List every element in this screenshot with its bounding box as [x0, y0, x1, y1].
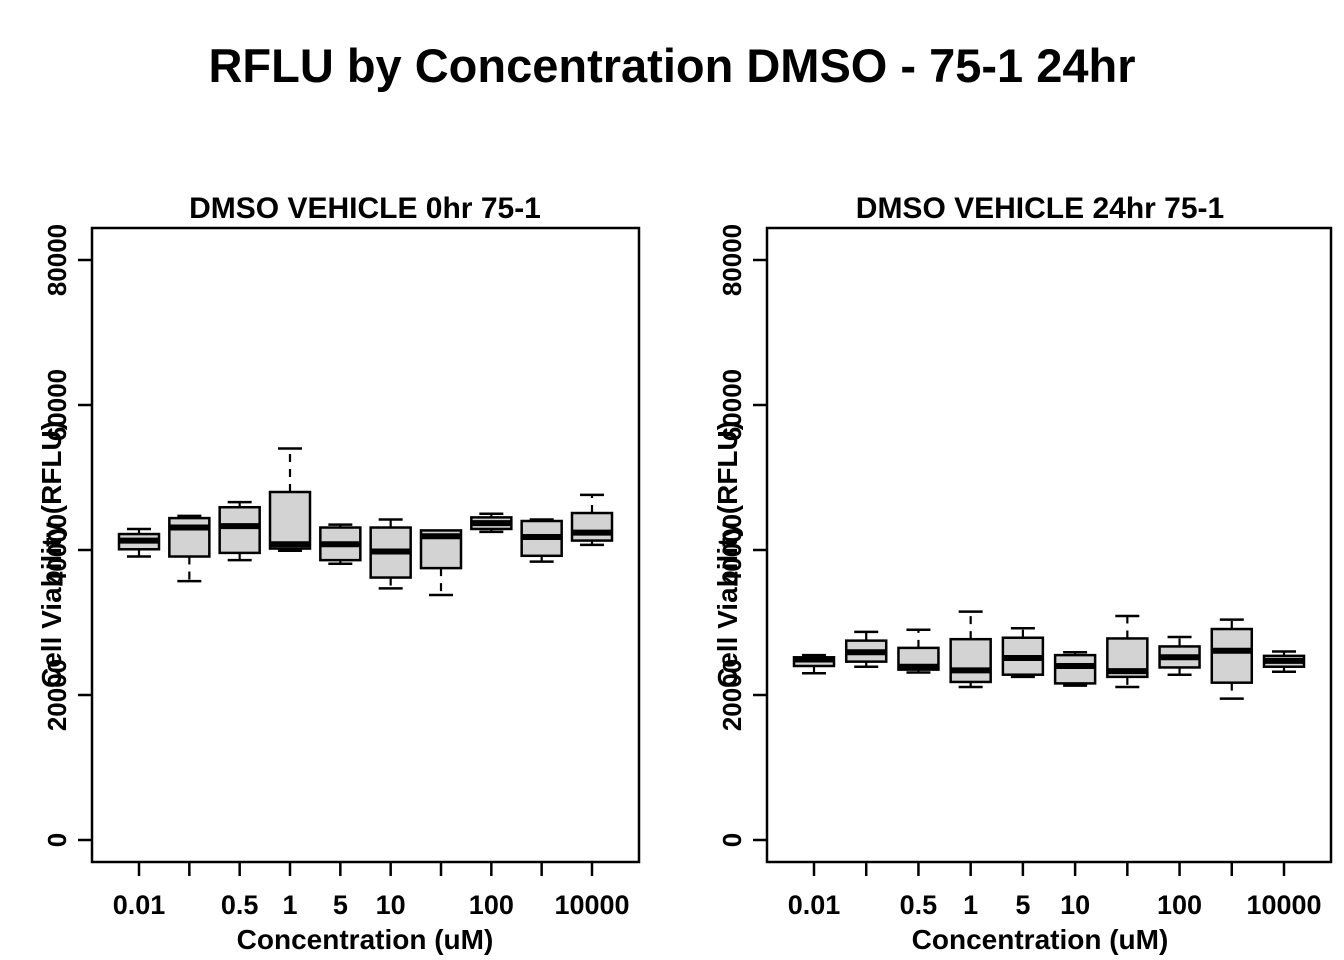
- y-tick-label: 40000: [717, 514, 747, 586]
- y-tick-label: 0: [717, 833, 747, 847]
- y-tick-label: 20000: [42, 659, 72, 731]
- plot-border: [90, 226, 641, 864]
- x-axis-label-24hr: Concentration (uM): [911, 924, 1169, 955]
- x-tick-label: 0.01: [113, 890, 166, 920]
- boxplot-box: [268, 490, 312, 550]
- y-tick-label: 80000: [42, 224, 72, 296]
- x-tick-label: 100: [1157, 890, 1202, 920]
- x-tick-label: 0.5: [221, 890, 259, 920]
- y-tick-label: 60000: [42, 369, 72, 441]
- boxplot-box: [570, 511, 614, 542]
- plot-border: [765, 226, 1333, 864]
- panel-title-0hr: DMSO VEHICLE 0hr 75-1: [189, 192, 541, 225]
- y-tick-label: 80000: [717, 224, 747, 296]
- x-tick-label: 0.01: [788, 890, 841, 920]
- x-axis-label-0hr: Concentration (uM): [236, 924, 494, 955]
- boxplot-box: [1053, 653, 1097, 685]
- x-tick-label: 10000: [1246, 890, 1321, 920]
- x-tick-label: 10: [376, 890, 406, 920]
- x-tick-label: 1: [963, 890, 978, 920]
- x-tick-label: 5: [1015, 890, 1030, 920]
- y-tick-label: 60000: [717, 369, 747, 441]
- x-tick-label: 10000: [554, 890, 629, 920]
- boxplot-box: [218, 505, 261, 555]
- panel-1: 0 20000 40000 60000 80000 0.01 0.5 1 5 10 100 10000: [717, 224, 1333, 920]
- y-tick-label: 40000: [42, 514, 72, 586]
- x-tick-label: 10: [1060, 890, 1090, 920]
- x-tick-label: 5: [333, 890, 348, 920]
- x-tick-label: 0.5: [900, 890, 938, 920]
- main-title: RFLU by Concentration DMSO - 75-1 24hr: [208, 39, 1136, 92]
- y-tick-label: 0: [42, 833, 72, 847]
- boxplot-box: [1210, 627, 1254, 684]
- panel-0: 0 20000 40000 60000 80000 0.01 0.5 1 5 10 100 10000: [42, 224, 641, 920]
- x-tick-label: 100: [469, 890, 514, 920]
- boxplot-box: [949, 637, 992, 684]
- y-tick-label: 20000: [717, 659, 747, 731]
- boxplot-box: [168, 516, 211, 558]
- panel-title-24hr: DMSO VEHICLE 24hr 75-1: [855, 192, 1225, 225]
- x-tick-label: 1: [282, 890, 297, 920]
